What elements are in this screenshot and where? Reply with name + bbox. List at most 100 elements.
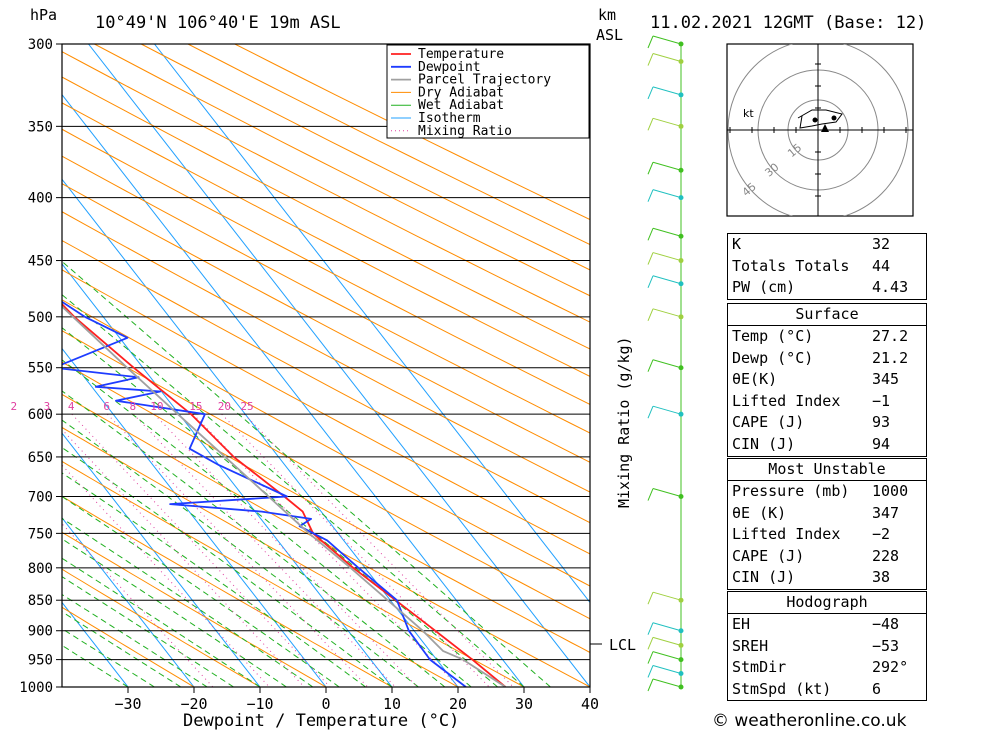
dry-adiabat-line	[62, 102, 590, 377]
hodograph-indices-table: Hodograph EH −48 SREH −53 StmDir 292° StmSp…	[727, 591, 927, 702]
wind-barb-flag	[647, 252, 654, 265]
isotherm-line	[62, 516, 195, 687]
wind-barb	[652, 189, 682, 199]
wind-barb	[652, 86, 682, 96]
wet-adiabat-line	[62, 419, 419, 687]
pressure-tick-label: 900	[28, 624, 53, 640]
wind-barb	[652, 359, 682, 369]
wind-barb-dot	[678, 657, 684, 663]
mixing-ratio-label: 15	[189, 400, 202, 413]
isotherm-line	[62, 432, 261, 687]
location-title: 10°49'N 106°40'E 19m ASL	[95, 13, 341, 33]
km-unit-label: km	[598, 6, 616, 24]
wind-barb	[652, 275, 682, 285]
hodo-row: StmDir 292°	[732, 658, 909, 677]
most-unstable-title: Most Unstable	[728, 459, 926, 481]
wind-barb-flag	[647, 622, 654, 635]
wind-barb	[652, 591, 682, 601]
profile-lines	[62, 300, 507, 687]
wind-barb	[652, 227, 682, 237]
mixing-ratio-label: 6	[103, 400, 110, 413]
pressure-tick-label: 600	[28, 407, 53, 423]
pressure-tick-label: 450	[28, 254, 53, 270]
wind-barb-flag	[647, 308, 654, 322]
mixing-ratio-label: 3	[44, 400, 51, 413]
wind-barb-flag	[647, 665, 654, 678]
wet-adiabat-line	[62, 327, 498, 687]
temperature-tick-label: 10	[383, 695, 401, 713]
temperature-tick-label: 0	[321, 695, 330, 713]
asl-unit-label: ASL	[596, 26, 623, 44]
index-row-k: K 32	[732, 235, 891, 253]
wind-barb-dot	[678, 628, 684, 634]
wind-profile	[647, 35, 684, 692]
wind-barb-dot	[678, 281, 684, 287]
isotherm-line	[62, 93, 525, 687]
dry-adiabat-line	[62, 51, 590, 323]
hodo-row: EH −48	[732, 615, 900, 633]
wet-adiabat-line	[62, 260, 551, 687]
hodo-row: StmSpd (kt) 6	[732, 679, 882, 698]
wind-barb-dot	[678, 411, 684, 417]
isotherm-line	[154, 44, 590, 604]
legend-label: Isotherm	[418, 111, 481, 126]
mixing-ratio-labels: 12346810152025	[10, 400, 253, 413]
wind-barb-flag	[647, 162, 654, 175]
legend-label: Wet Adiabat	[418, 98, 504, 113]
hodograph-trace	[797, 109, 843, 129]
wind-barb-dot	[678, 258, 684, 264]
dry-adiabat-line	[94, 44, 590, 297]
wind-barb-dot	[678, 597, 684, 603]
mixing-ratio-label: 2	[10, 400, 17, 413]
isotherm-line	[62, 178, 459, 687]
wind-barb-flag	[647, 35, 654, 49]
pressure-tick-label: 500	[28, 310, 53, 326]
hodo-row: SREH −53	[732, 636, 900, 655]
legend-label: Mixing Ratio	[418, 124, 512, 139]
mu-row: CAPE (J) 228	[732, 546, 900, 565]
mixing-ratio-line	[221, 413, 490, 687]
most-unstable-table: Most Unstable Pressure (mb) 1000 θE (K) 34…	[727, 458, 927, 590]
dry-adiabat-line	[62, 426, 525, 687]
wind-barb-dot	[678, 233, 684, 239]
isotherm-line	[88, 44, 590, 687]
parcel-trajectory-line	[62, 305, 506, 687]
wind-barb-flag	[647, 678, 654, 692]
wind-barb-dot	[678, 670, 684, 676]
mixing-ratio-label: 10	[150, 400, 163, 413]
wind-barb	[652, 678, 682, 688]
mixing-ratio-label: 20	[218, 400, 231, 413]
surface-title: Surface	[728, 304, 926, 326]
pressure-tick-label: 350	[28, 119, 53, 135]
surface-row: CAPE (J) 93	[732, 413, 891, 432]
dry-adiabat-line	[62, 330, 590, 620]
wind-barb-dot	[678, 494, 684, 500]
legend-label: Parcel Trajectory	[418, 73, 551, 88]
dry-adiabat-line	[62, 460, 459, 687]
legend-label: Dry Adiabat	[418, 85, 504, 100]
pressure-tick-label: 400	[28, 191, 53, 207]
pressure-tick-label: 800	[28, 561, 53, 577]
mixing-ratio-label: 25	[240, 400, 253, 413]
mixing-ratio-label: 4	[68, 400, 75, 413]
temperature-tick-label: −20	[180, 695, 207, 713]
pressure-tick-label: 700	[28, 490, 53, 506]
wind-barb-flag	[647, 53, 654, 66]
hodograph-point	[831, 115, 837, 121]
dry-adiabat-line	[140, 44, 590, 271]
surface-row: Dewp (°C) 21.2	[732, 348, 909, 367]
wind-barb	[652, 488, 682, 497]
wet-adiabat-line	[62, 446, 393, 687]
dry-adiabat-line	[62, 531, 327, 687]
dry-adiabat-line	[62, 606, 195, 687]
wind-barb	[652, 636, 682, 646]
wind-barb-flag	[647, 405, 654, 419]
isotherm-line	[62, 347, 327, 687]
wind-barb-dot	[678, 92, 684, 98]
pressure-tick-label: 950	[28, 653, 53, 669]
wind-barb	[652, 308, 682, 318]
wind-barb-dot	[678, 365, 684, 371]
wind-barb	[652, 35, 682, 45]
wet-adiabat-line	[62, 593, 208, 687]
